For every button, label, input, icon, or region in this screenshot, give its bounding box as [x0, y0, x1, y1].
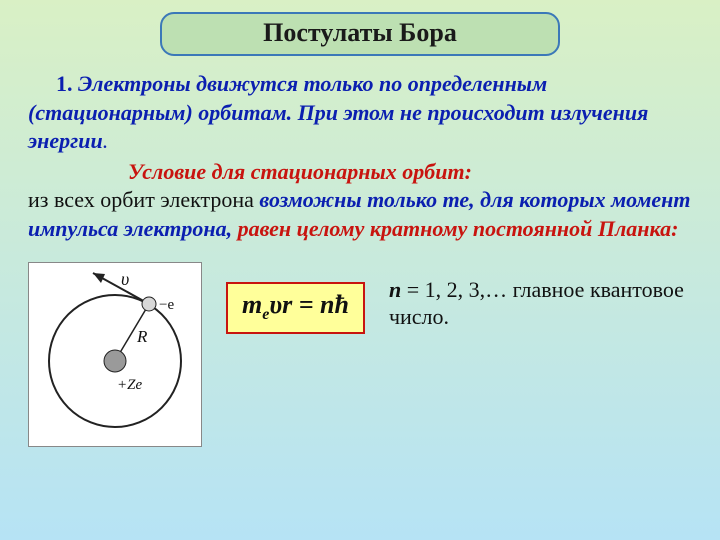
quantum-n: n — [389, 277, 401, 302]
postulate-dot: . — [103, 128, 109, 153]
orbit-svg: υ −e R +Ze — [33, 267, 197, 435]
velocity-arrowhead — [93, 273, 105, 283]
cond-part-black: из всех орбит электрона — [28, 187, 259, 212]
postulate-1: 1. Электроны движутся только по определе… — [28, 70, 692, 156]
label-minus-e: −e — [159, 297, 174, 313]
postulate-text: Электроны движутся только по определенны… — [28, 71, 648, 153]
body: 1. Электроны движутся только по определе… — [28, 70, 692, 447]
label-v: υ — [121, 269, 129, 289]
formula-m: m — [242, 290, 262, 319]
electron — [142, 297, 156, 311]
lower-row: υ −e R +Ze meυr = nħ n = 1, 2, 3,… главн… — [28, 262, 692, 448]
label-R: R — [136, 327, 148, 346]
quantum-number-text: n = 1, 2, 3,… главное квантовое число. — [389, 276, 692, 331]
condition-title-line: Условие для стационарных орбит: — [28, 158, 692, 187]
formula-rest: υr = nħ — [269, 290, 349, 319]
formula-box: meυr = nħ — [226, 282, 365, 334]
orbit-diagram: υ −e R +Ze — [28, 262, 202, 448]
title-text: Постулаты Бора — [263, 18, 457, 47]
condition-body: из всех орбит электрона возможны только … — [28, 186, 692, 243]
label-plusZe: +Ze — [117, 377, 142, 393]
nucleus — [104, 350, 126, 372]
condition-title: Условие для стационарных орбит: — [128, 159, 472, 184]
cond-part-red: равен целому кратному постоянной Планка: — [238, 216, 679, 241]
title-box: Постулаты Бора — [160, 12, 560, 56]
postulate-num: 1. — [56, 71, 73, 96]
slide: Постулаты Бора 1. Электроны движутся тол… — [0, 0, 720, 540]
quantum-eq: = 1, 2, 3,… главное квантовое число. — [389, 277, 684, 330]
